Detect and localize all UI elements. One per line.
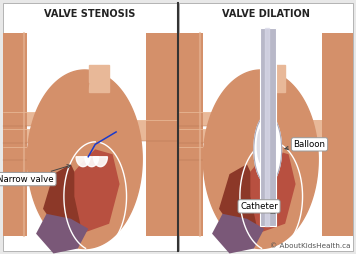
Polygon shape	[265, 66, 285, 92]
Text: Narrow valve: Narrow valve	[0, 165, 70, 184]
Polygon shape	[50, 110, 88, 154]
Bar	[304, 120, 353, 141]
Polygon shape	[244, 149, 295, 234]
Polygon shape	[76, 157, 90, 167]
Polygon shape	[67, 149, 120, 234]
Bar	[3, 112, 41, 126]
Polygon shape	[265, 28, 268, 226]
Bar	[179, 3, 353, 251]
Bar	[3, 130, 41, 143]
Ellipse shape	[267, 67, 283, 82]
Text: © AboutKidsHealth.ca: © AboutKidsHealth.ca	[271, 243, 351, 249]
Ellipse shape	[91, 67, 106, 82]
Polygon shape	[89, 66, 109, 92]
Polygon shape	[94, 157, 108, 167]
Polygon shape	[85, 157, 99, 167]
Bar	[3, 3, 177, 251]
Bar	[179, 147, 217, 161]
Text: VALVE DILATION: VALVE DILATION	[222, 9, 310, 19]
Polygon shape	[67, 83, 89, 115]
Text: Balloon: Balloon	[285, 140, 325, 150]
Ellipse shape	[254, 115, 282, 184]
Bar	[146, 33, 177, 236]
Bar	[322, 33, 353, 236]
Polygon shape	[78, 115, 123, 174]
Bar	[260, 28, 276, 226]
Bar	[179, 130, 217, 143]
Polygon shape	[43, 164, 81, 234]
Bar	[128, 120, 177, 141]
Polygon shape	[219, 164, 257, 234]
Bar	[179, 33, 203, 236]
Polygon shape	[212, 214, 264, 253]
Polygon shape	[36, 214, 88, 253]
Text: VALVE STENOSIS: VALVE STENOSIS	[44, 9, 136, 19]
Ellipse shape	[257, 127, 268, 165]
Bar	[179, 112, 217, 126]
Bar	[3, 147, 41, 161]
Polygon shape	[203, 70, 318, 248]
Polygon shape	[27, 70, 142, 248]
Bar	[3, 33, 27, 236]
Text: Catheter: Catheter	[240, 202, 278, 214]
